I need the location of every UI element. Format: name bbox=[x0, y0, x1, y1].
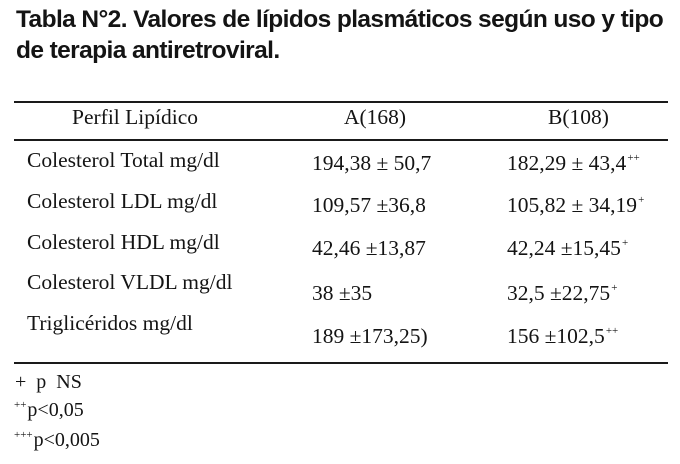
significance-mark: ++ bbox=[627, 152, 640, 164]
table-title-line-1: Tabla N°2. Valores de lípidos plasmático… bbox=[16, 6, 664, 33]
row-value-b-colesterol-vldl: 32,5 ±22,75+ bbox=[507, 281, 618, 305]
row-value-a-colesterol-total: 194,38 ± 50,7 bbox=[312, 151, 432, 175]
table-header-rule bbox=[14, 139, 668, 141]
footnote-p-0005: +++p<0,005 bbox=[14, 429, 100, 451]
row-value-a-colesterol-hdl: 42,46 ±13,87 bbox=[312, 236, 426, 260]
row-value-b-colesterol-total: 182,29 ± 43,4++ bbox=[507, 151, 640, 175]
significance-mark: + bbox=[611, 282, 618, 294]
row-value-a-colesterol-vldl: 38 ±35 bbox=[312, 281, 373, 305]
significance-mark: ++ bbox=[605, 325, 619, 337]
row-label-trigliceridos: Triglicéridos mg/dl bbox=[27, 311, 193, 335]
row-value-b-colesterol-ldl: 105,82 ± 34,19+ bbox=[507, 193, 645, 217]
row-value-b-trigliceridos: 156 ±102,5++ bbox=[507, 324, 619, 348]
header-group-b: B(108) bbox=[548, 105, 609, 129]
table-top-rule bbox=[14, 101, 668, 103]
header-profile: Perfil Lipídico bbox=[72, 105, 198, 129]
header-group-a: A(168) bbox=[344, 105, 407, 129]
row-value-b-colesterol-hdl: 42,24 ±15,45+ bbox=[507, 236, 629, 260]
row-value-a-colesterol-ldl: 109,57 ±36,8 bbox=[312, 193, 426, 217]
footnote-p-005: ++p<0,05 bbox=[14, 399, 84, 421]
row-label-colesterol-hdl: Colesterol HDL mg/dl bbox=[27, 230, 220, 254]
footnote-ns: + p NS bbox=[15, 371, 82, 393]
row-label-colesterol-vldl: Colesterol VLDL mg/dl bbox=[27, 270, 233, 294]
row-label-colesterol-ldl: Colesterol LDL mg/dl bbox=[27, 189, 218, 213]
table-title: Tabla N°2. Valores de lípidos plasmático… bbox=[16, 4, 671, 66]
significance-mark: + bbox=[621, 237, 629, 249]
row-label-colesterol-total: Colesterol Total mg/dl bbox=[27, 148, 220, 172]
table-bottom-rule bbox=[14, 362, 668, 364]
row-value-a-trigliceridos: 189 ±173,25) bbox=[312, 324, 428, 348]
significance-mark: + bbox=[638, 194, 645, 206]
table-title-line-2: de terapia antiretroviral. bbox=[16, 37, 280, 64]
